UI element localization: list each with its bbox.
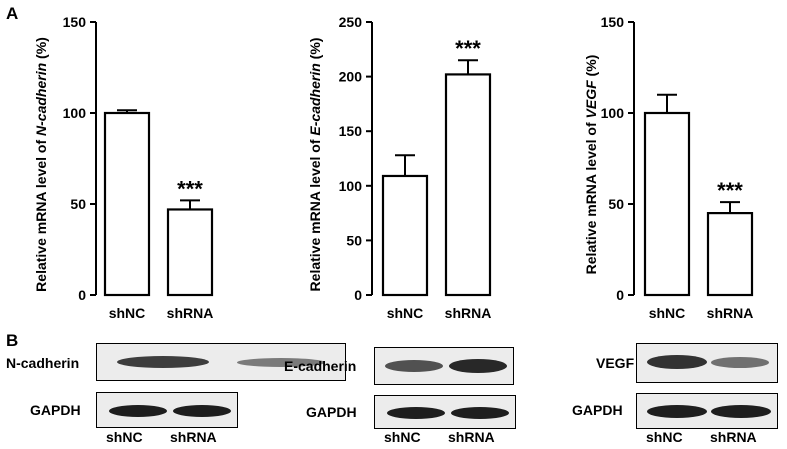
- y-tick-label-n-cadherin-150: 150: [63, 14, 87, 30]
- y-axis-label-suffix-vegf: (%): [583, 55, 599, 81]
- blot-1-protein-label: N-cadherin: [6, 355, 80, 371]
- blot-2-loading-band-shrna: [451, 407, 509, 419]
- y-tick-label-n-cadherin-100: 100: [63, 105, 87, 121]
- blot-2-protein-label: E-cadherin: [284, 358, 357, 374]
- chart-n-cadherin: 0 50 100 150 Relative mRNA level of N-cadher…: [33, 14, 213, 321]
- y-tick-label-vegf-150: 150: [601, 14, 625, 30]
- blot-2-protein-band-shrna: [449, 359, 507, 373]
- blot-2-loading-band-shnc: [387, 407, 445, 419]
- y-axis-label-suffix-e-cadherin: (%): [307, 38, 323, 64]
- blot-1-lane-shnc: shNC: [106, 429, 143, 445]
- y-tick-label-n-cadherin-50: 50: [70, 196, 86, 212]
- x-tick-label-vegf-shrna: shRNA: [707, 305, 754, 321]
- blot-3-protein-label: VEGF: [596, 355, 635, 371]
- blot-1-protein-membrane: [96, 343, 346, 381]
- y-tick-label-vegf-0: 0: [616, 287, 624, 303]
- blot-3-protein-band-shnc: [647, 355, 707, 369]
- x-tick-label-e-cadherin-shnc: shNC: [387, 305, 424, 321]
- panel-b-label: B: [6, 331, 19, 350]
- blot-1-protein-band-shrna: [237, 358, 325, 367]
- y-tick-label-e-cadherin-150: 150: [339, 123, 363, 139]
- y-tick-label-vegf-100: 100: [601, 105, 625, 121]
- blot-3-lane-shnc: shNC: [646, 429, 683, 445]
- blot-3-loading-membrane: [636, 393, 778, 429]
- x-tick-label-e-cadherin-shrna: shRNA: [445, 305, 492, 321]
- blot-3-loading-band-shnc: [647, 405, 707, 418]
- bar-vegf-shrna: [706, 212, 754, 297]
- blot-3-protein-membrane: [636, 343, 778, 383]
- bar-n-cadherin-shnc: [103, 111, 151, 297]
- panel-a-label: A: [6, 4, 19, 23]
- y-tick-label-e-cadherin-100: 100: [339, 178, 363, 194]
- bar-e-cadherin-shrna: [444, 73, 492, 297]
- y-axis-label-gene-e-cadherin: E-cadherin: [307, 63, 323, 135]
- significance-n-cadherin-shrna: ***: [177, 176, 203, 201]
- y-tick-label-n-cadherin-0: 0: [78, 287, 86, 303]
- significance-vegf-shrna: ***: [717, 178, 743, 203]
- significance-e-cadherin-shrna: ***: [455, 36, 481, 61]
- blot-2-lane-shnc: shNC: [384, 429, 421, 445]
- blot-2-protein-band-shnc: [385, 360, 443, 372]
- y-axis-label-gene-n-cadherin: N-cadherin: [33, 63, 49, 136]
- chart-vegf: 0 50 100 150 Relative mRNA level of VEGF (%)…: [583, 14, 753, 321]
- x-tick-label-n-cadherin-shnc: shNC: [109, 305, 146, 321]
- blot-3-protein-band-shrna: [711, 357, 769, 368]
- y-axis-label-gene-vegf: VEGF: [583, 80, 599, 119]
- y-tick-label-vegf-50: 50: [608, 196, 624, 212]
- blot-1-loading-band-shnc: [109, 405, 167, 417]
- y-tick-label-e-cadherin-250: 250: [339, 14, 363, 30]
- x-tick-label-vegf-shnc: shNC: [649, 305, 686, 321]
- y-axis-label-prefix-n-cadherin: Relative mRNA level of: [33, 136, 49, 292]
- bar-n-cadherin-shrna: [166, 208, 214, 297]
- chart-e-cadherin: 0 50 100 150 200 250 Relative mRNA level of E-…: [307, 14, 491, 321]
- blot-2-lane-shrna: shRNA: [448, 429, 495, 445]
- blot-1-loading-label: GAPDH: [30, 402, 81, 418]
- blot-3-loading-band-shrna: [711, 405, 771, 418]
- x-tick-label-n-cadherin-shrna: shRNA: [167, 305, 214, 321]
- blot-1-loading-band-shrna: [173, 405, 231, 417]
- blot-1-protein-band-shnc: [117, 356, 209, 368]
- y-axis-label-prefix-e-cadherin: Relative mRNA level of: [307, 136, 323, 292]
- blot-3-loading-label: GAPDH: [572, 402, 623, 418]
- blot-3-lane-shrna: shRNA: [710, 429, 757, 445]
- blot-2-loading-membrane: [374, 395, 516, 429]
- y-tick-label-e-cadherin-50: 50: [346, 232, 362, 248]
- y-axis-label-e-cadherin: Relative mRNA level of E-cadherin (%): [307, 38, 323, 292]
- blot-2-protein-membrane: [374, 347, 514, 385]
- y-axis-label-prefix-vegf: Relative mRNA level of: [583, 118, 599, 274]
- bar-vegf-shnc: [643, 111, 691, 297]
- y-axis-label-suffix-n-cadherin: (%): [33, 37, 49, 63]
- y-tick-label-e-cadherin-0: 0: [354, 287, 362, 303]
- blot-1-lane-shrna: shRNA: [170, 429, 217, 445]
- y-tick-label-e-cadherin-200: 200: [339, 69, 363, 85]
- y-axis-label-vegf: Relative mRNA level of VEGF (%): [583, 55, 599, 275]
- bar-e-cadherin-shnc: [381, 174, 429, 297]
- blot-2-loading-label: GAPDH: [306, 404, 357, 420]
- blot-1-loading-membrane: [96, 392, 238, 428]
- y-axis-label-n-cadherin: Relative mRNA level of N-cadherin (%): [33, 37, 49, 292]
